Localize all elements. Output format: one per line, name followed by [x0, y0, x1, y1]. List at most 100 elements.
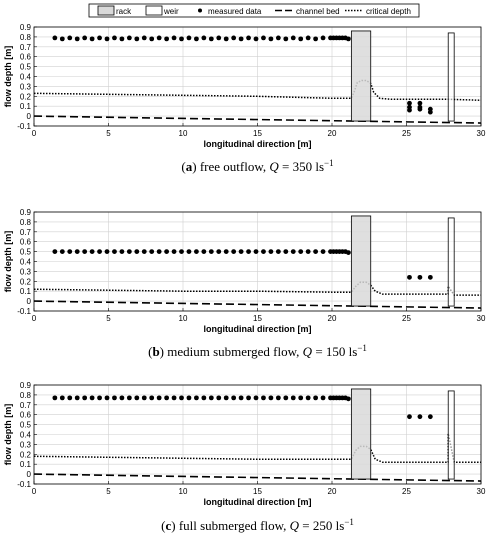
y-tick-label: 0.1	[20, 102, 32, 111]
y-tick-label: 0	[27, 470, 32, 479]
y-tick-label: 0	[27, 112, 32, 121]
measured-point	[67, 35, 73, 41]
measured-point	[290, 395, 296, 401]
measured-point	[141, 249, 147, 255]
measured-point	[179, 249, 184, 255]
measured-point	[164, 395, 170, 401]
measured-point	[216, 249, 222, 255]
y-tick-label: 0.5	[20, 63, 32, 72]
rack-box	[350, 30, 372, 122]
measured-point	[223, 395, 229, 401]
measured-point	[186, 395, 192, 401]
measured-point	[231, 35, 237, 41]
measured-point	[97, 35, 102, 41]
legend-rack-label: rack	[116, 7, 132, 16]
x-tick-label: 25	[402, 129, 411, 138]
measured-point	[74, 36, 80, 42]
caption-q-value: 350	[293, 159, 313, 174]
x-tick-label: 20	[328, 487, 337, 496]
caption-unit: ls	[315, 159, 324, 174]
measured-point	[97, 395, 102, 401]
measured-point	[74, 395, 80, 401]
y-tick-label: 0.2	[20, 277, 32, 286]
x-tick-label: 10	[179, 487, 188, 496]
measured-point	[305, 249, 311, 255]
weir-box	[447, 217, 455, 307]
caption-letter: c	[165, 518, 171, 533]
legend-weir-label: weir	[163, 7, 179, 16]
legend-rack-swatch	[97, 5, 115, 16]
caption-q-symbol: Q	[303, 344, 313, 359]
measured-point	[194, 249, 199, 255]
panel-free-outflow: 0 5 10 15 20 25 30 -0.100.10.20.30.40.50.60.70…	[3, 23, 486, 174]
weir-box	[447, 390, 455, 480]
measured-point	[417, 106, 423, 112]
measured-point	[253, 395, 259, 401]
measured-point	[194, 395, 199, 401]
measured-point	[313, 249, 319, 255]
y-tick-label: 0.1	[20, 460, 32, 469]
measured-point	[112, 249, 117, 255]
caption-q-value: 250	[313, 518, 333, 533]
y-tick-label: 0.6	[20, 411, 32, 420]
measured-point	[283, 249, 289, 255]
measured-point	[82, 249, 88, 255]
measured-point	[149, 395, 155, 401]
measured-point	[59, 249, 65, 255]
measured-point	[238, 36, 244, 42]
measured-point	[417, 414, 423, 420]
measured-point	[268, 395, 274, 401]
y-tick-label: 0.5	[20, 421, 32, 430]
y-tick-label: 0.8	[20, 391, 32, 400]
measured-point	[298, 36, 304, 42]
legend-measured-label: measured data	[208, 7, 262, 16]
measured-point	[261, 395, 266, 401]
measured-point	[298, 395, 304, 401]
x-tick-label: 30	[477, 314, 486, 323]
y-tick-label: 0.4	[20, 258, 32, 267]
measured-point	[417, 274, 423, 280]
caption-letter: b	[152, 344, 159, 359]
x-tick-label: 0	[32, 314, 37, 323]
measured-point	[283, 395, 289, 401]
measured-point	[164, 249, 170, 255]
caption-q-symbol: Q	[290, 518, 300, 533]
weir-box	[447, 32, 455, 122]
measured-point	[313, 395, 319, 401]
measured-point	[417, 100, 423, 106]
caption-q-symbol: Q	[269, 159, 279, 174]
y-axis-label: flow depth [m]	[3, 231, 13, 293]
measured-point	[345, 396, 351, 402]
measured-point	[112, 395, 117, 401]
measured-point	[134, 249, 140, 255]
measured-point	[149, 249, 155, 255]
measured-point	[186, 35, 192, 41]
y-tick-label: 0.9	[20, 23, 32, 32]
measured-point	[119, 395, 125, 401]
measured-point	[268, 36, 274, 42]
measured-point	[126, 395, 132, 401]
measured-point	[253, 249, 259, 255]
y-tick-label: 0.9	[20, 381, 32, 390]
measured-point	[149, 36, 155, 42]
measured-point	[275, 395, 281, 401]
y-tick-label: 0.8	[20, 218, 32, 227]
caption-text: full submerged flow,	[179, 518, 287, 533]
measured-point	[407, 274, 412, 280]
measured-point	[201, 35, 207, 41]
y-tick-label: 0.2	[20, 92, 32, 101]
measured-point	[134, 36, 140, 42]
panel-medium-submerged: 0 5 10 15 20 25 30 -0.100.10.20.30.40.50.60.70…	[3, 208, 486, 359]
channel-bed-line	[33, 300, 482, 309]
y-tick-label: 0.1	[20, 287, 32, 296]
measured-point	[407, 100, 412, 106]
legend-critical-label: critical depth	[366, 7, 411, 16]
measured-point	[305, 395, 311, 401]
y-tick-label: 0.6	[20, 53, 32, 62]
measured-point	[134, 395, 140, 401]
measured-point	[201, 249, 207, 255]
panel-caption: (b) medium submerged flow, Q = 150 ls−1	[148, 343, 367, 359]
measured-point	[59, 36, 65, 42]
measured-point	[283, 36, 289, 42]
legend-weir-swatch	[145, 5, 163, 16]
